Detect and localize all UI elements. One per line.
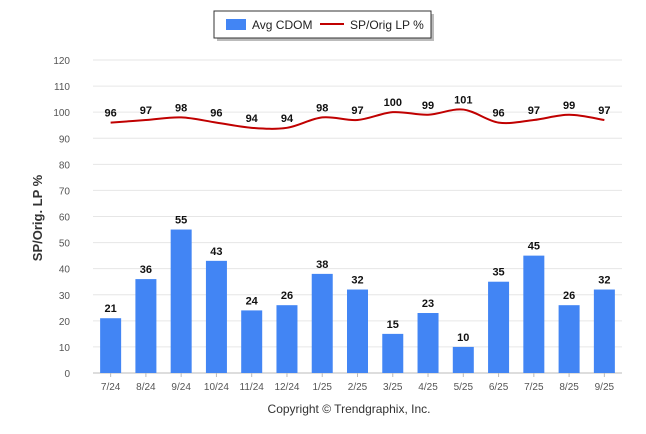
bar[interactable] — [593, 289, 615, 373]
y-tick-label: 90 — [59, 134, 71, 145]
y-tick-label: 10 — [59, 343, 71, 354]
bar-data-label: 26 — [281, 290, 293, 302]
y-tick-label: 80 — [59, 160, 71, 171]
bar-data-label: 43 — [210, 246, 222, 258]
x-tick-label: 1/25 — [312, 382, 332, 393]
y-tick-label: 100 — [53, 108, 70, 119]
y-tick-label: 70 — [59, 186, 71, 197]
bar-data-label: 35 — [492, 267, 504, 279]
bar-data-label: 32 — [598, 275, 610, 287]
x-tick-label: 10/24 — [204, 382, 229, 393]
y-tick-label: 50 — [59, 239, 71, 250]
legend-label-sp-orig-lp[interactable]: SP/Orig LP % — [350, 18, 424, 32]
bar[interactable] — [382, 333, 404, 373]
y-axis-title: SP/Orig. LP % — [30, 174, 45, 261]
bar[interactable] — [488, 281, 510, 373]
x-tick-label: 9/24 — [171, 382, 191, 393]
bar[interactable] — [135, 279, 157, 373]
bar[interactable] — [417, 313, 439, 373]
bar-data-label: 38 — [316, 259, 328, 271]
x-tick-label: 5/25 — [454, 382, 474, 393]
y-tick-label: 20 — [59, 317, 71, 328]
bar-data-label: 32 — [351, 275, 363, 287]
line-data-label: 94 — [246, 113, 259, 125]
bar[interactable] — [558, 305, 580, 373]
x-tick-label: 7/24 — [101, 382, 121, 393]
bar-data-label: 24 — [246, 295, 259, 307]
y-tick-label: 120 — [53, 56, 70, 67]
bar[interactable] — [205, 260, 227, 373]
line-data-label: 96 — [105, 108, 117, 120]
bar-data-label: 26 — [563, 290, 575, 302]
bar-data-label: 23 — [422, 298, 434, 310]
x-tick-label: 6/25 — [489, 382, 509, 393]
x-tick-label: 8/25 — [559, 382, 579, 393]
x-tick-label: 8/24 — [136, 382, 156, 393]
legend-swatch-avg-cdom — [226, 19, 246, 30]
legend-label-avg-cdom[interactable]: Avg CDOM — [252, 18, 312, 32]
x-tick-label: 2/25 — [348, 382, 368, 393]
bar[interactable] — [452, 346, 474, 373]
x-tick-label: 9/25 — [595, 382, 615, 393]
series-line[interactable] — [110, 108, 605, 130]
line-data-label: 99 — [422, 100, 434, 112]
legend[interactable]: Avg CDOM SP/Orig LP % — [213, 10, 434, 41]
bar[interactable] — [241, 310, 263, 373]
line-data-label: 97 — [351, 105, 363, 117]
x-tick-label: 11/24 — [240, 382, 265, 393]
bar-data-label: 21 — [105, 303, 117, 315]
bar-data-label: 45 — [528, 241, 540, 253]
bar-data-label: 15 — [387, 319, 399, 331]
x-tick-label: 12/24 — [274, 382, 299, 393]
bar[interactable] — [523, 255, 545, 373]
bar-series-avg-cdom: 21 36 55 43 24 26 38 32 15 23 10 35 45 26 32 — [100, 215, 615, 373]
y-tick-label: 110 — [54, 82, 70, 93]
line-data-label: 97 — [598, 105, 610, 117]
line-data-label: 100 — [384, 97, 402, 109]
x-axis: 7/24 8/24 9/24 10/24 11/24 12/24 1/25 2/25 3/25 4… — [101, 373, 615, 393]
bar-data-label: 10 — [457, 332, 469, 344]
bar[interactable] — [347, 289, 368, 373]
x-tick-label: 3/25 — [383, 382, 403, 393]
y-tick-label: 40 — [59, 265, 71, 276]
copyright-footer: Copyright © Trendgraphix, Inc. — [268, 402, 431, 416]
line-data-label: 98 — [316, 102, 328, 114]
x-tick-label: 4/25 — [418, 382, 438, 393]
line-data-label: 97 — [140, 105, 152, 117]
y-tick-label: 30 — [59, 291, 71, 302]
line-data-label: 96 — [210, 108, 222, 120]
bar-data-label: 55 — [175, 215, 187, 227]
line-data-label: 94 — [281, 113, 294, 125]
line-data-label: 96 — [492, 108, 504, 120]
bar[interactable] — [276, 305, 298, 373]
bar[interactable] — [311, 273, 333, 373]
line-data-label: 101 — [454, 95, 472, 107]
x-tick-label: 7/25 — [524, 382, 544, 393]
bar[interactable] — [100, 318, 122, 373]
line-series-sp-orig-lp: 96 97 98 96 94 94 98 97 100 99 101 96 97 99 97 — [105, 95, 610, 130]
y-tick-label: 60 — [59, 213, 71, 224]
bar-data-label: 36 — [140, 264, 152, 276]
line-data-label: 98 — [175, 102, 187, 114]
y-tick-label: 0 — [64, 369, 70, 380]
line-data-label: 97 — [528, 105, 540, 117]
y-axis: 0 10 20 30 40 50 60 70 80 90 100 110 120 — [53, 56, 70, 380]
bar[interactable] — [170, 229, 192, 373]
line-data-label: 99 — [563, 100, 575, 112]
